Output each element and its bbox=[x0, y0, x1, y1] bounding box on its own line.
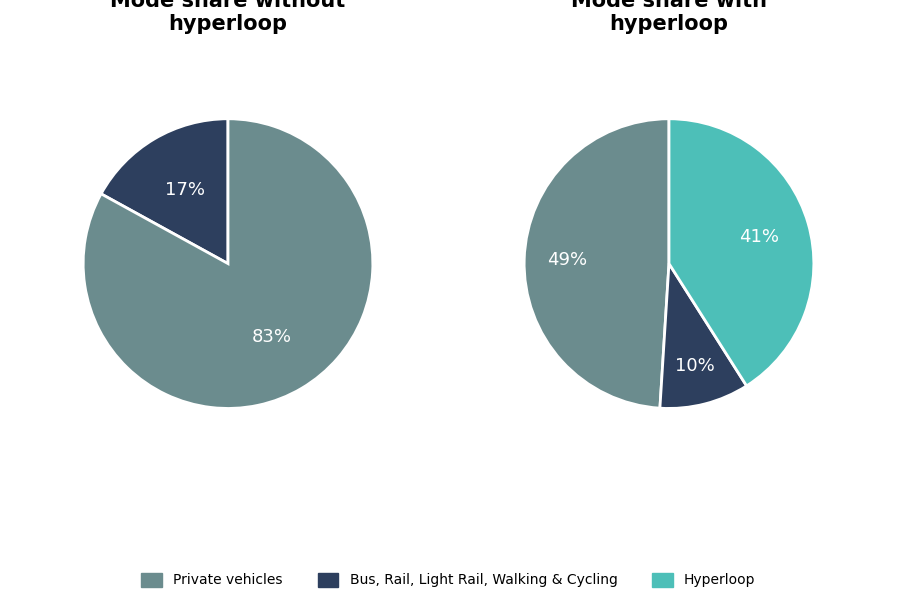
Wedge shape bbox=[83, 119, 373, 408]
Wedge shape bbox=[101, 119, 228, 264]
Text: 41%: 41% bbox=[739, 228, 779, 247]
Legend: Private vehicles, Bus, Rail, Light Rail, Walking & Cycling, Hyperloop: Private vehicles, Bus, Rail, Light Rail,… bbox=[135, 567, 762, 593]
Wedge shape bbox=[660, 264, 746, 408]
Text: 49%: 49% bbox=[547, 251, 587, 270]
Text: 10%: 10% bbox=[675, 357, 715, 375]
Text: 17%: 17% bbox=[165, 181, 205, 199]
Title: Mode share with
hyperloop: Mode share with hyperloop bbox=[571, 0, 767, 34]
Text: 83%: 83% bbox=[251, 328, 292, 346]
Wedge shape bbox=[524, 119, 669, 408]
Title: Mode share without
hyperloop: Mode share without hyperloop bbox=[110, 0, 345, 34]
Wedge shape bbox=[669, 119, 814, 386]
